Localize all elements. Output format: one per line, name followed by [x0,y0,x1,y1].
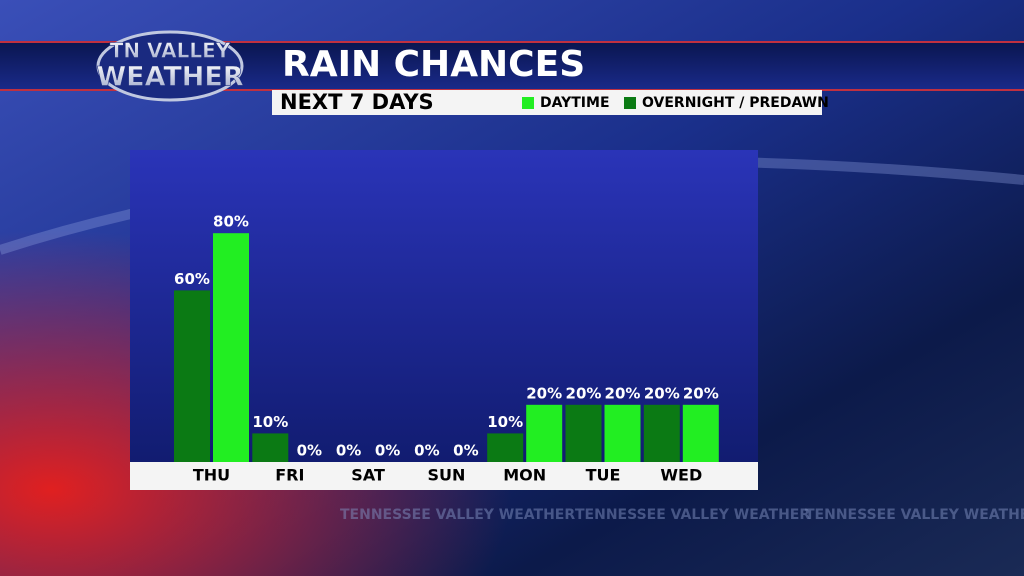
watermark: TENNESSEE VALLEY WEATHER [340,507,575,523]
bar [604,404,641,462]
x-tick-label: SAT [351,466,385,485]
x-tick-label: TUE [586,466,621,485]
value-label: 60% [174,270,210,288]
value-label: 0% [414,442,439,460]
value-label: 80% [213,213,249,231]
bar [487,433,524,462]
x-tick-label: THU [193,466,230,485]
bar [643,404,680,462]
legend-label: DAYTIME [540,95,610,111]
watermark: TENNESSEE VALLEY WEATHER [805,507,1024,523]
legend-label: OVERNIGHT / PREDAWN [642,95,829,111]
value-label: 0% [336,442,361,460]
value-label: 0% [453,442,478,460]
subtitle-bar [272,90,822,115]
x-tick-label: FRI [275,466,304,485]
chart-title: RAIN CHANCES [282,44,585,85]
x-tick-label: SUN [427,466,465,485]
x-tick-label: MON [503,466,546,485]
legend-swatch [624,97,636,109]
bar [565,404,602,462]
legend-swatch [522,97,534,109]
watermark: TENNESSEE VALLEY WEATHER [575,507,810,523]
value-label: 20% [683,384,719,402]
value-label: 20% [605,384,641,402]
logo-text: TN VALLEY [110,39,231,63]
value-label: 0% [375,442,400,460]
category-strip [130,462,758,490]
bar [526,404,563,462]
bar [682,404,719,462]
value-label: 20% [526,384,562,402]
value-label: 10% [487,413,523,431]
value-label: 0% [297,442,322,460]
logo-badge [96,30,244,102]
bar [213,233,249,462]
bar [252,433,289,462]
chart-subtitle: NEXT 7 DAYS [280,90,434,114]
value-label: 20% [644,384,680,402]
value-label: 10% [252,413,288,431]
value-label: 20% [566,384,602,402]
x-tick-label: WED [660,466,702,485]
logo-text: WEATHER [96,62,243,93]
bar [174,290,210,462]
